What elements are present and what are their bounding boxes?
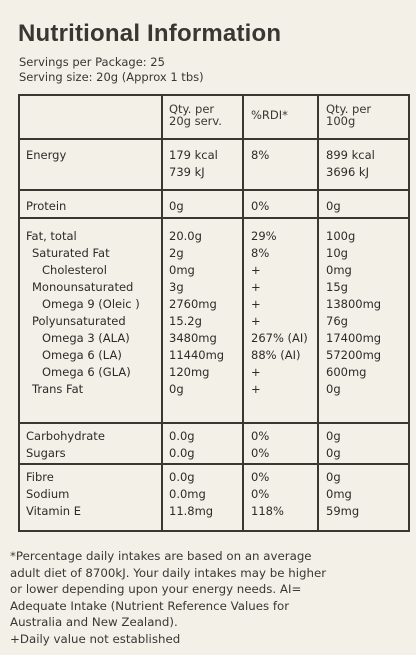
nutrient-name: Protein [26,199,67,213]
nutrient-name: Cholesterol [42,263,107,277]
nutrient-name: Fat, total [26,229,77,243]
qty-per-serving: 15.2g [169,314,202,328]
row-divider [20,422,408,424]
footnote-line: or lower depending upon your energy need… [10,582,302,597]
qty-per-100g: 57200mg [326,348,382,362]
qty-per-serving: 120mg [169,365,210,379]
nutrient-name: Omega 6 (GLA) [42,365,131,379]
qty-per-100g: 3696 kJ [326,165,369,179]
rdi-percent: 0% [251,429,270,443]
qty-per-100g: 0mg [326,487,352,501]
qty-per-serving: 2760mg [169,297,217,311]
footnote: *Percentage daily intakes are based on a… [10,548,410,648]
nutrient-name: Omega 6 (LA) [42,348,122,362]
column-divider [317,96,319,530]
row-divider [20,189,408,191]
rdi-percent: 8% [251,148,270,162]
nutrition-label: Nutritional Information Servings per Pac… [6,2,410,653]
qty-per-100g: 59mg [326,504,360,518]
rdi-percent: + [251,263,261,277]
rdi-percent: 0% [251,199,270,213]
qty-per-serving: 179 kcal [169,148,218,162]
row-divider [20,217,408,219]
qty-per-100g: 0g [326,470,341,484]
nutrient-name: Trans Fat [32,382,84,396]
qty-per-serving: 20.0g [169,229,202,243]
rdi-percent: 29% [251,229,277,243]
header-per-100g: Qty. per 100g [326,102,372,128]
footnote-line: Adequate Intake (Nutrient Reference Valu… [10,598,290,613]
rdi-percent: + [251,280,261,294]
qty-per-100g: 76g [326,314,348,328]
rdi-percent: + [251,382,261,396]
nutrient-name: Saturated Fat [32,246,110,260]
rdi-percent: + [251,365,261,379]
qty-per-serving: 11440mg [169,348,225,362]
servings-per-package: Servings per Package: 25 [19,55,165,69]
qty-per-100g: 10g [326,246,348,260]
rdi-percent: + [251,297,261,311]
qty-per-serving: 0.0g [169,470,195,484]
qty-per-serving: 0g [169,199,184,213]
qty-per-100g: 0g [326,382,341,396]
qty-per-serving: 3g [169,280,184,294]
nutrient-name: Vitamin E [26,504,81,518]
qty-per-serving: 0.0g [169,446,195,460]
qty-per-100g: 0g [326,199,341,213]
label-title: Nutritional Information [18,20,282,47]
nutrient-name: Carbohydrate [26,429,105,443]
qty-per-100g: 0g [326,446,341,460]
qty-per-serving: 0.0mg [169,487,206,501]
nutrition-table: Qty. per 20g serv. %RDI* Qty. per 100g E… [18,94,410,532]
serving-size: Serving size: 20g (Approx 1 tbs) [19,70,204,84]
rdi-percent: 88% (AI) [251,348,301,362]
qty-per-serving: 0g [169,382,184,396]
qty-per-100g: 0mg [326,263,352,277]
qty-per-100g: 0g [326,429,341,443]
footnote-line: Australia and New Zealand). [10,615,178,630]
nutrient-name: Sodium [26,487,70,501]
qty-per-100g: 899 kcal [326,148,375,162]
qty-per-100g: 15g [326,280,348,294]
qty-per-serving: 11.8mg [169,504,214,518]
rdi-percent: 0% [251,487,270,501]
rdi-percent: 8% [251,246,270,260]
nutrient-name: Polyunsaturated [32,314,126,328]
rdi-percent: 267% (AI) [251,331,308,345]
qty-per-serving: 2g [169,246,184,260]
qty-per-serving: 0mg [169,263,195,277]
nutrient-name: Omega 3 (ALA) [42,331,130,345]
qty-per-serving: 0.0g [169,429,195,443]
header-per-serving: Qty. per 20g serv. [169,102,222,128]
column-divider [242,96,244,530]
header-rdi: %RDI* [251,108,288,122]
nutrient-name: Monounsaturated [32,280,134,294]
qty-per-100g: 17400mg [326,331,382,345]
column-divider [161,96,163,530]
qty-per-serving: 3480mg [169,331,217,345]
rdi-percent: 0% [251,470,270,484]
nutrient-name: Omega 9 (Oleic ) [42,297,140,311]
qty-per-100g: 600mg [326,365,367,379]
footnote-line: adult diet of 8700kJ. Your daily intakes… [10,565,327,580]
nutrient-name: Energy [26,148,67,162]
nutrient-name: Fibre [26,470,54,484]
rdi-percent: 118% [251,504,284,518]
footnote-line: +Daily value not established [10,631,181,646]
qty-per-100g: 13800mg [326,297,382,311]
rdi-percent: + [251,314,261,328]
row-divider [20,138,408,140]
qty-per-100g: 100g [326,229,356,243]
row-divider [20,463,408,465]
nutrient-name: Sugars [26,446,66,460]
qty-per-serving: 739 kJ [169,165,205,179]
rdi-percent: 0% [251,446,270,460]
footnote-line: *Percentage daily intakes are based on a… [10,549,312,563]
